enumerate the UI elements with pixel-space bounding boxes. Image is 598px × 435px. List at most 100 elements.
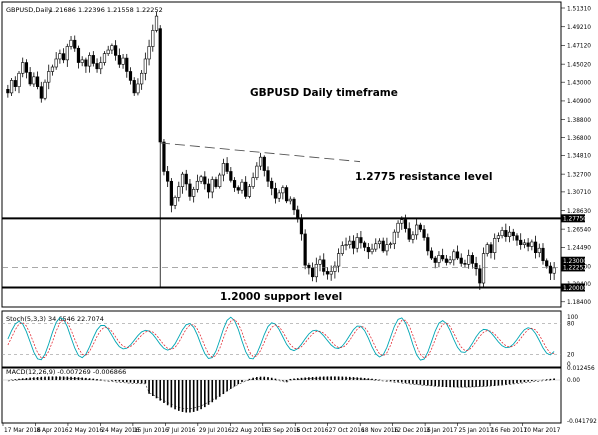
bullish-candle (21, 62, 25, 74)
bearish-candle (24, 62, 29, 73)
bearish-candle (162, 141, 166, 172)
bullish-candle (143, 58, 147, 74)
macd-panel[interactable]: MACD(12,26,9) -0.007269 -0.006866 (1, 367, 562, 424)
bearish-candle (322, 259, 326, 272)
bullish-candle (173, 197, 177, 206)
bullish-candle (537, 247, 541, 253)
price-tag-current (561, 263, 585, 272)
bullish-candle (481, 253, 486, 284)
time-tick-label: 24 May 2016 (101, 428, 139, 434)
bearish-candle (429, 250, 434, 259)
bearish-candle (28, 72, 32, 85)
support-annotation: 1.2000 support level (220, 291, 342, 303)
price-tick-label: 1.49210 (567, 25, 591, 31)
stochastic-panel[interactable]: Stoch(5,3,3) 34.6546 22.7074 (1, 310, 562, 368)
bullish-candle (140, 72, 144, 85)
bullish-candle (377, 240, 382, 245)
bearish-candle (84, 59, 88, 67)
bullish-candle (177, 186, 181, 198)
bearish-candle (441, 255, 445, 260)
bullish-candle (448, 259, 452, 263)
time-tick-label: 10 Mar 2017 (524, 428, 561, 434)
macd-tick-label: -0.041792 (567, 419, 597, 425)
bullish-candle (522, 242, 527, 245)
bullish-candle (340, 245, 344, 254)
bearish-candle (232, 180, 237, 188)
bullish-candle (43, 81, 47, 99)
time-tick-label: 18 Nov 2016 (361, 428, 398, 434)
time-tick-label: 2 May 2016 (69, 428, 103, 434)
bearish-candle (206, 183, 211, 193)
bearish-candle (545, 260, 549, 267)
price-tag-label: 1.27750 (563, 217, 587, 223)
stochastic-signal-line (7, 318, 555, 359)
time-tick-label: 27 Oct 2016 (329, 428, 365, 434)
bullish-candle (136, 83, 140, 94)
bearish-candle (6, 89, 10, 94)
descending-trendline[interactable] (159, 142, 361, 163)
bearish-candle (433, 257, 437, 263)
bearish-candle (548, 265, 553, 274)
bearish-candle (303, 233, 307, 266)
bearish-candle (95, 63, 99, 70)
stochastic-tick-label: 80 (567, 321, 575, 327)
bearish-candle (470, 255, 474, 264)
stochastic-main-line (7, 316, 555, 361)
bearish-candle (307, 264, 311, 269)
bullish-candle (530, 241, 534, 247)
time-tick-label: 7 Jul 2016 (166, 428, 195, 434)
bearish-candle (132, 80, 136, 94)
price-tick-label: 1.43000 (567, 80, 591, 86)
price-tag-current-upper (561, 256, 585, 265)
bullish-candle (9, 80, 14, 94)
bearish-candle (203, 176, 207, 185)
bearish-candle (35, 76, 40, 87)
time-tick-label: 29 Jul 2016 (199, 428, 232, 434)
bearish-candle (76, 47, 81, 63)
bearish-candle (363, 242, 367, 248)
macd-tick-label: 0.012456 (567, 366, 595, 372)
price-chart[interactable]: GBPUSD,Daily 1.21686 1.22396 1.21558 1.2… (1, 1, 562, 308)
bearish-candle (166, 171, 170, 182)
macd-signal-line (7, 377, 555, 409)
bullish-candle (370, 248, 374, 253)
bullish-candle (199, 176, 203, 182)
bullish-candle (32, 76, 36, 85)
bearish-candle (73, 39, 77, 49)
bullish-candle (415, 224, 419, 236)
price-tag-resistance (561, 214, 585, 223)
bullish-candle (17, 72, 21, 87)
bullish-candle (147, 46, 151, 60)
stochastic-label: Stoch(5,3,3) 34.6546 22.7074 (6, 315, 104, 323)
bullish-candle (210, 179, 214, 193)
time-tick-label: 17 Mar 2016 (4, 428, 41, 434)
bullish-candle (437, 255, 441, 263)
resistance-annotation: 1.2775 resistance level (355, 171, 492, 183)
bullish-candle (58, 53, 62, 60)
price-tick-label: 1.24490 (567, 246, 591, 252)
bullish-candle (485, 244, 489, 254)
bearish-candle (455, 251, 460, 259)
bullish-candle (255, 165, 259, 179)
bearish-candle (284, 187, 289, 202)
bearish-candle (292, 198, 296, 211)
bullish-candle (65, 46, 69, 61)
bearish-candle (266, 170, 270, 182)
bullish-candle (192, 189, 196, 197)
bearish-candle (128, 71, 133, 81)
bearish-candle (62, 53, 66, 61)
bearish-candle (511, 231, 515, 237)
bullish-candle (154, 15, 159, 31)
bullish-candle (288, 198, 292, 202)
bearish-candle (262, 156, 266, 171)
stochastic-tick-label: 0 (567, 362, 571, 368)
bearish-candle (515, 235, 519, 241)
bullish-candle (102, 53, 107, 63)
bearish-candle (236, 187, 240, 191)
bearish-candle (381, 240, 385, 252)
bearish-candle (519, 239, 523, 245)
bullish-candle (247, 186, 252, 197)
bullish-candle (496, 235, 500, 239)
bullish-candle (121, 57, 125, 65)
